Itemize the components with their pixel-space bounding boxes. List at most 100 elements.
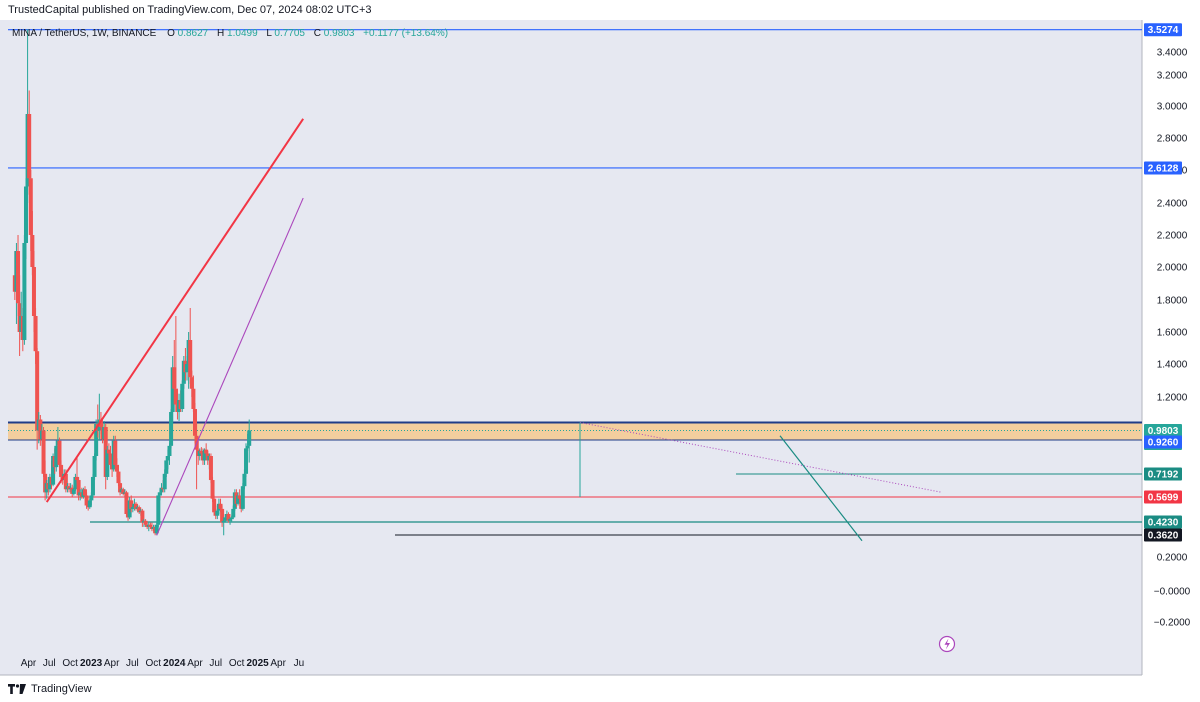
time-tick-label: Jul <box>209 658 222 669</box>
legend-open-value: 0.8627 <box>178 28 209 39</box>
candle-body <box>41 430 46 474</box>
plot-background <box>0 20 1142 675</box>
candle-body <box>244 448 249 474</box>
price-tick-label: 3.2000 <box>1157 71 1188 82</box>
legend-low-label: L <box>266 28 272 39</box>
candle-body <box>23 186 28 243</box>
candle-body <box>57 440 62 465</box>
candle-body <box>105 449 110 477</box>
candle-body <box>218 503 223 509</box>
time-tick-label: 2024 <box>163 658 186 669</box>
time-tick-label: 2025 <box>247 658 270 669</box>
candle-body <box>159 487 164 493</box>
price-label-text: 0.3620 <box>1148 531 1179 542</box>
time-tick-label: Ju <box>294 658 305 669</box>
legend-high-value: 1.0499 <box>227 28 258 39</box>
price-label-box <box>1144 435 1182 449</box>
candle-body <box>137 507 142 513</box>
candle-body <box>221 520 226 523</box>
price-axis-background <box>1142 20 1200 678</box>
candle-body <box>212 498 217 513</box>
candle-body <box>231 508 236 518</box>
price-chart[interactable]: 3.40003.20003.00002.80002.60002.40002.20… <box>0 20 1200 678</box>
candle-body <box>220 508 225 523</box>
legend-close-label: C <box>314 28 321 39</box>
candle-body <box>189 377 194 389</box>
candle-body <box>228 519 233 521</box>
candle-body <box>43 473 48 493</box>
candles-layer <box>12 29 252 536</box>
candle-body <box>192 409 197 436</box>
candle-body <box>92 456 97 477</box>
brand-text: TradingView <box>31 683 92 695</box>
candle-body <box>210 480 215 499</box>
alert-lightning-icon[interactable] <box>938 635 956 653</box>
price-label-box <box>1144 423 1182 437</box>
downtrend-line <box>779 435 863 542</box>
footer-bar: TradingView <box>0 678 1200 702</box>
candle-body <box>35 351 40 431</box>
time-tick-label: Apr <box>104 658 120 669</box>
price-tick-label: −0.2000 <box>1154 618 1191 629</box>
candle-body <box>134 503 139 509</box>
time-tick-label: Jul <box>126 658 139 669</box>
candle-body <box>226 514 231 521</box>
candle-body <box>89 495 94 501</box>
publish-bar: TrustedCapital published on TradingView.… <box>0 0 1200 20</box>
candle-body <box>113 440 118 465</box>
price-tick-label: −0.0000 <box>1154 587 1191 598</box>
candle-body <box>197 450 202 456</box>
price-tick-label: 1.2000 <box>1157 393 1188 404</box>
candle-body <box>54 445 59 468</box>
price-label-box <box>1144 528 1182 542</box>
candle-body <box>181 360 186 384</box>
candle-body <box>76 480 81 496</box>
candle-body <box>116 471 121 484</box>
price-label-text: 0.4230 <box>1148 518 1179 529</box>
candle-body <box>170 367 175 412</box>
time-tick-label: Apr <box>270 658 286 669</box>
candle-body <box>172 367 177 389</box>
price-label-text: 0.9260 <box>1148 438 1179 449</box>
legend-change: +0.1177 (+13.64%) <box>363 28 448 39</box>
price-label-box <box>1144 23 1182 37</box>
candle-body <box>27 114 32 179</box>
legend-high-label: H <box>217 28 224 39</box>
candle-body <box>173 388 178 405</box>
time-tick-label: Oct <box>62 658 78 669</box>
candle-body <box>73 476 78 490</box>
price-label-text: 0.7192 <box>1148 470 1179 481</box>
candle-body <box>215 510 220 516</box>
candle-body <box>162 473 167 490</box>
candle-body <box>114 464 119 472</box>
candle-body <box>59 464 64 477</box>
time-tick-label: Jul <box>43 658 56 669</box>
candle-body <box>191 388 196 409</box>
candle-body <box>82 489 87 496</box>
candle-body <box>84 495 89 506</box>
price-tick-label: 0.2000 <box>1157 553 1188 564</box>
candle-body <box>154 524 159 534</box>
candle-body <box>204 449 209 454</box>
candle-body <box>245 445 250 449</box>
legend-symbol: MINA / TetherUS, 1W, BINANCE <box>12 28 157 39</box>
candle-body <box>229 517 234 520</box>
candle-body <box>156 495 161 525</box>
candle-body <box>33 316 38 352</box>
red-trendline <box>45 118 305 503</box>
tradingview-brand[interactable]: TradingView <box>8 683 92 695</box>
candle-body <box>130 507 135 509</box>
svg-text:MINA / TetherUS, 1W, BINANCE: MINA / TetherUS, 1W, BINANCE O 0.8627 H … <box>12 28 448 39</box>
price-tick-label: 2.8000 <box>1157 134 1188 145</box>
candle-body <box>118 483 123 493</box>
candle-body <box>129 500 134 509</box>
time-tick-label: Apr <box>21 658 37 669</box>
candle-body <box>199 450 204 454</box>
price-tick-label: 2.0000 <box>1157 263 1188 274</box>
candle-body <box>202 449 207 461</box>
candle-body <box>148 524 153 527</box>
candle-body <box>188 340 193 378</box>
candle-body <box>208 456 213 481</box>
candle-body <box>71 489 76 494</box>
